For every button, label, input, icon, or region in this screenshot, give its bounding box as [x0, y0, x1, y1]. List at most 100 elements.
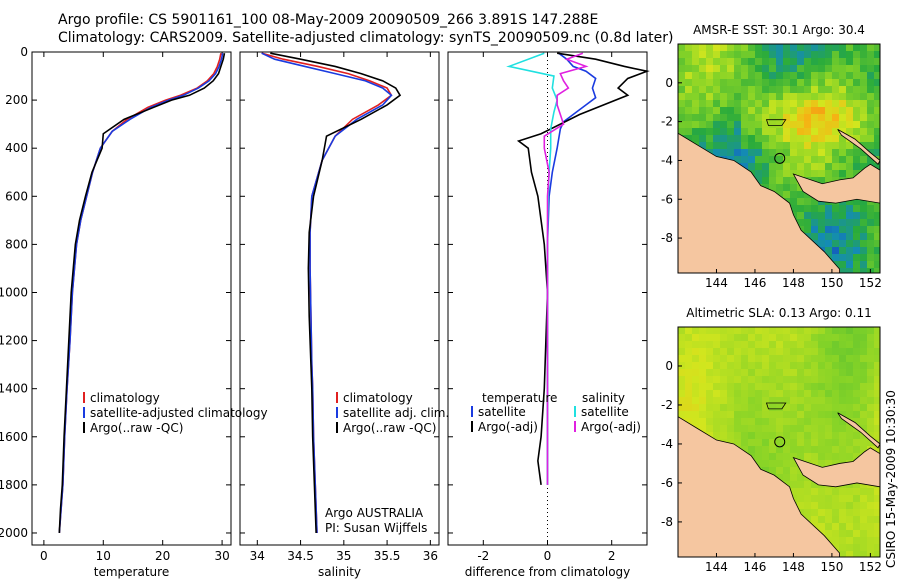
sst-map-cell — [860, 163, 867, 170]
sst-map-argo-position-marker — [774, 152, 786, 164]
sst-map-xtick-label: 148 — [782, 276, 805, 290]
sla-map-cell — [867, 488, 874, 495]
sla-map-cell — [734, 439, 741, 446]
sla-map-cell — [853, 411, 860, 418]
sst-map-cell — [804, 107, 811, 114]
difference-xtick-label: 2 — [608, 549, 616, 563]
sst-map-cell — [720, 72, 727, 79]
sla-map-cell — [804, 446, 811, 453]
sla-map-cell — [804, 481, 811, 488]
sst-map-cell — [741, 86, 748, 93]
sst-map-cell — [818, 93, 825, 100]
sla-map-cell — [741, 425, 748, 432]
depth-tick-label: 1600 — [0, 430, 28, 444]
sla-map-cell — [832, 348, 839, 355]
sla-map-cell — [797, 439, 804, 446]
sst-map-cell — [818, 149, 825, 156]
sla-map-cell — [839, 418, 846, 425]
sst-map-cell — [804, 212, 811, 219]
sst-map-cell — [853, 79, 860, 86]
sst-map-cell — [832, 149, 839, 156]
sla-map-cell — [734, 411, 741, 418]
sla-map-cell — [727, 411, 734, 418]
sla-map-cell — [825, 516, 832, 523]
sla-map-cell — [797, 432, 804, 439]
sst-map-cell — [776, 191, 783, 198]
sst-map-cell — [769, 51, 776, 58]
sla-map-cell — [741, 397, 748, 404]
sla-map-cell — [685, 418, 692, 425]
sla-map-cell — [790, 390, 797, 397]
sla-map-cell — [804, 432, 811, 439]
sst-map-cell — [811, 93, 818, 100]
sst-map-cell — [713, 114, 720, 121]
sla-map-cell — [825, 488, 832, 495]
sla-map-cell — [797, 334, 804, 341]
sla-map-cell — [839, 432, 846, 439]
sla-map-cell — [776, 341, 783, 348]
sla-map-cell — [727, 369, 734, 376]
sst-map-cell — [706, 128, 713, 135]
sla-map-cell — [804, 355, 811, 362]
sla-map-cell — [776, 474, 783, 481]
sst-map-cell — [720, 86, 727, 93]
sst-map-cell — [748, 58, 755, 65]
sla-map-cell — [818, 446, 825, 453]
sst-map-cell — [783, 156, 790, 163]
sst-map-cell — [692, 128, 699, 135]
sla-map-cell — [755, 446, 762, 453]
sst-map-cell — [811, 233, 818, 240]
sla-map-cell — [748, 397, 755, 404]
sst-map-cell — [685, 44, 692, 51]
sst-map-cell — [748, 72, 755, 79]
sla-map-cell — [846, 544, 853, 551]
sst-map-cell — [713, 142, 720, 149]
sst-map-cell — [713, 51, 720, 58]
salinity-xtick-label: 34.5 — [287, 549, 314, 563]
sst-map-cell — [720, 114, 727, 121]
sst-map-cell — [790, 149, 797, 156]
sst-map-cell — [839, 100, 846, 107]
sla-map-cell — [769, 425, 776, 432]
sla-map-cell — [853, 383, 860, 390]
sst-map-cell — [853, 254, 860, 261]
sst-map-cell — [734, 65, 741, 72]
salinity-series-argo-raw-qc- — [270, 52, 402, 534]
sla-map-cell — [762, 411, 769, 418]
sst-map-cell — [790, 107, 797, 114]
sla-map-cell — [685, 362, 692, 369]
sst-map-cell — [825, 79, 832, 86]
sla-map-cell — [818, 502, 825, 509]
sst-map-cell — [790, 65, 797, 72]
sst-map-cell — [860, 142, 867, 149]
sla-map-cell — [706, 334, 713, 341]
sla-map-cell — [776, 432, 783, 439]
sla-map-cell — [713, 355, 720, 362]
sla-map-cell — [790, 404, 797, 411]
sst-map-cell — [762, 142, 769, 149]
sst-map-cell — [699, 142, 706, 149]
sst-map-cell — [874, 72, 880, 79]
sst-map-cell — [769, 121, 776, 128]
sla-map-cell — [860, 390, 867, 397]
sla-map-cell — [860, 516, 867, 523]
sst-map-xtick-label: 146 — [743, 276, 766, 290]
sla-map-cell — [860, 341, 867, 348]
sst-map-cell — [769, 86, 776, 93]
sla-map-cell — [797, 481, 804, 488]
sst-map-cell — [853, 261, 860, 268]
sst-map-ytick-label: -4 — [661, 153, 673, 167]
sla-map-cell — [706, 362, 713, 369]
sla-map-cell — [783, 355, 790, 362]
sla-map-cell — [762, 327, 769, 334]
sla-map-cell — [867, 530, 874, 537]
sst-map-cell — [769, 79, 776, 86]
sst-map-cell — [706, 58, 713, 65]
sst-map-cell — [776, 107, 783, 114]
sla-map-cell — [797, 376, 804, 383]
sst-map-cell — [797, 114, 804, 121]
sla-map-cell — [860, 523, 867, 530]
sla-map-cell — [839, 411, 846, 418]
sst-map-cell — [867, 72, 874, 79]
sst-map-cell — [797, 65, 804, 72]
